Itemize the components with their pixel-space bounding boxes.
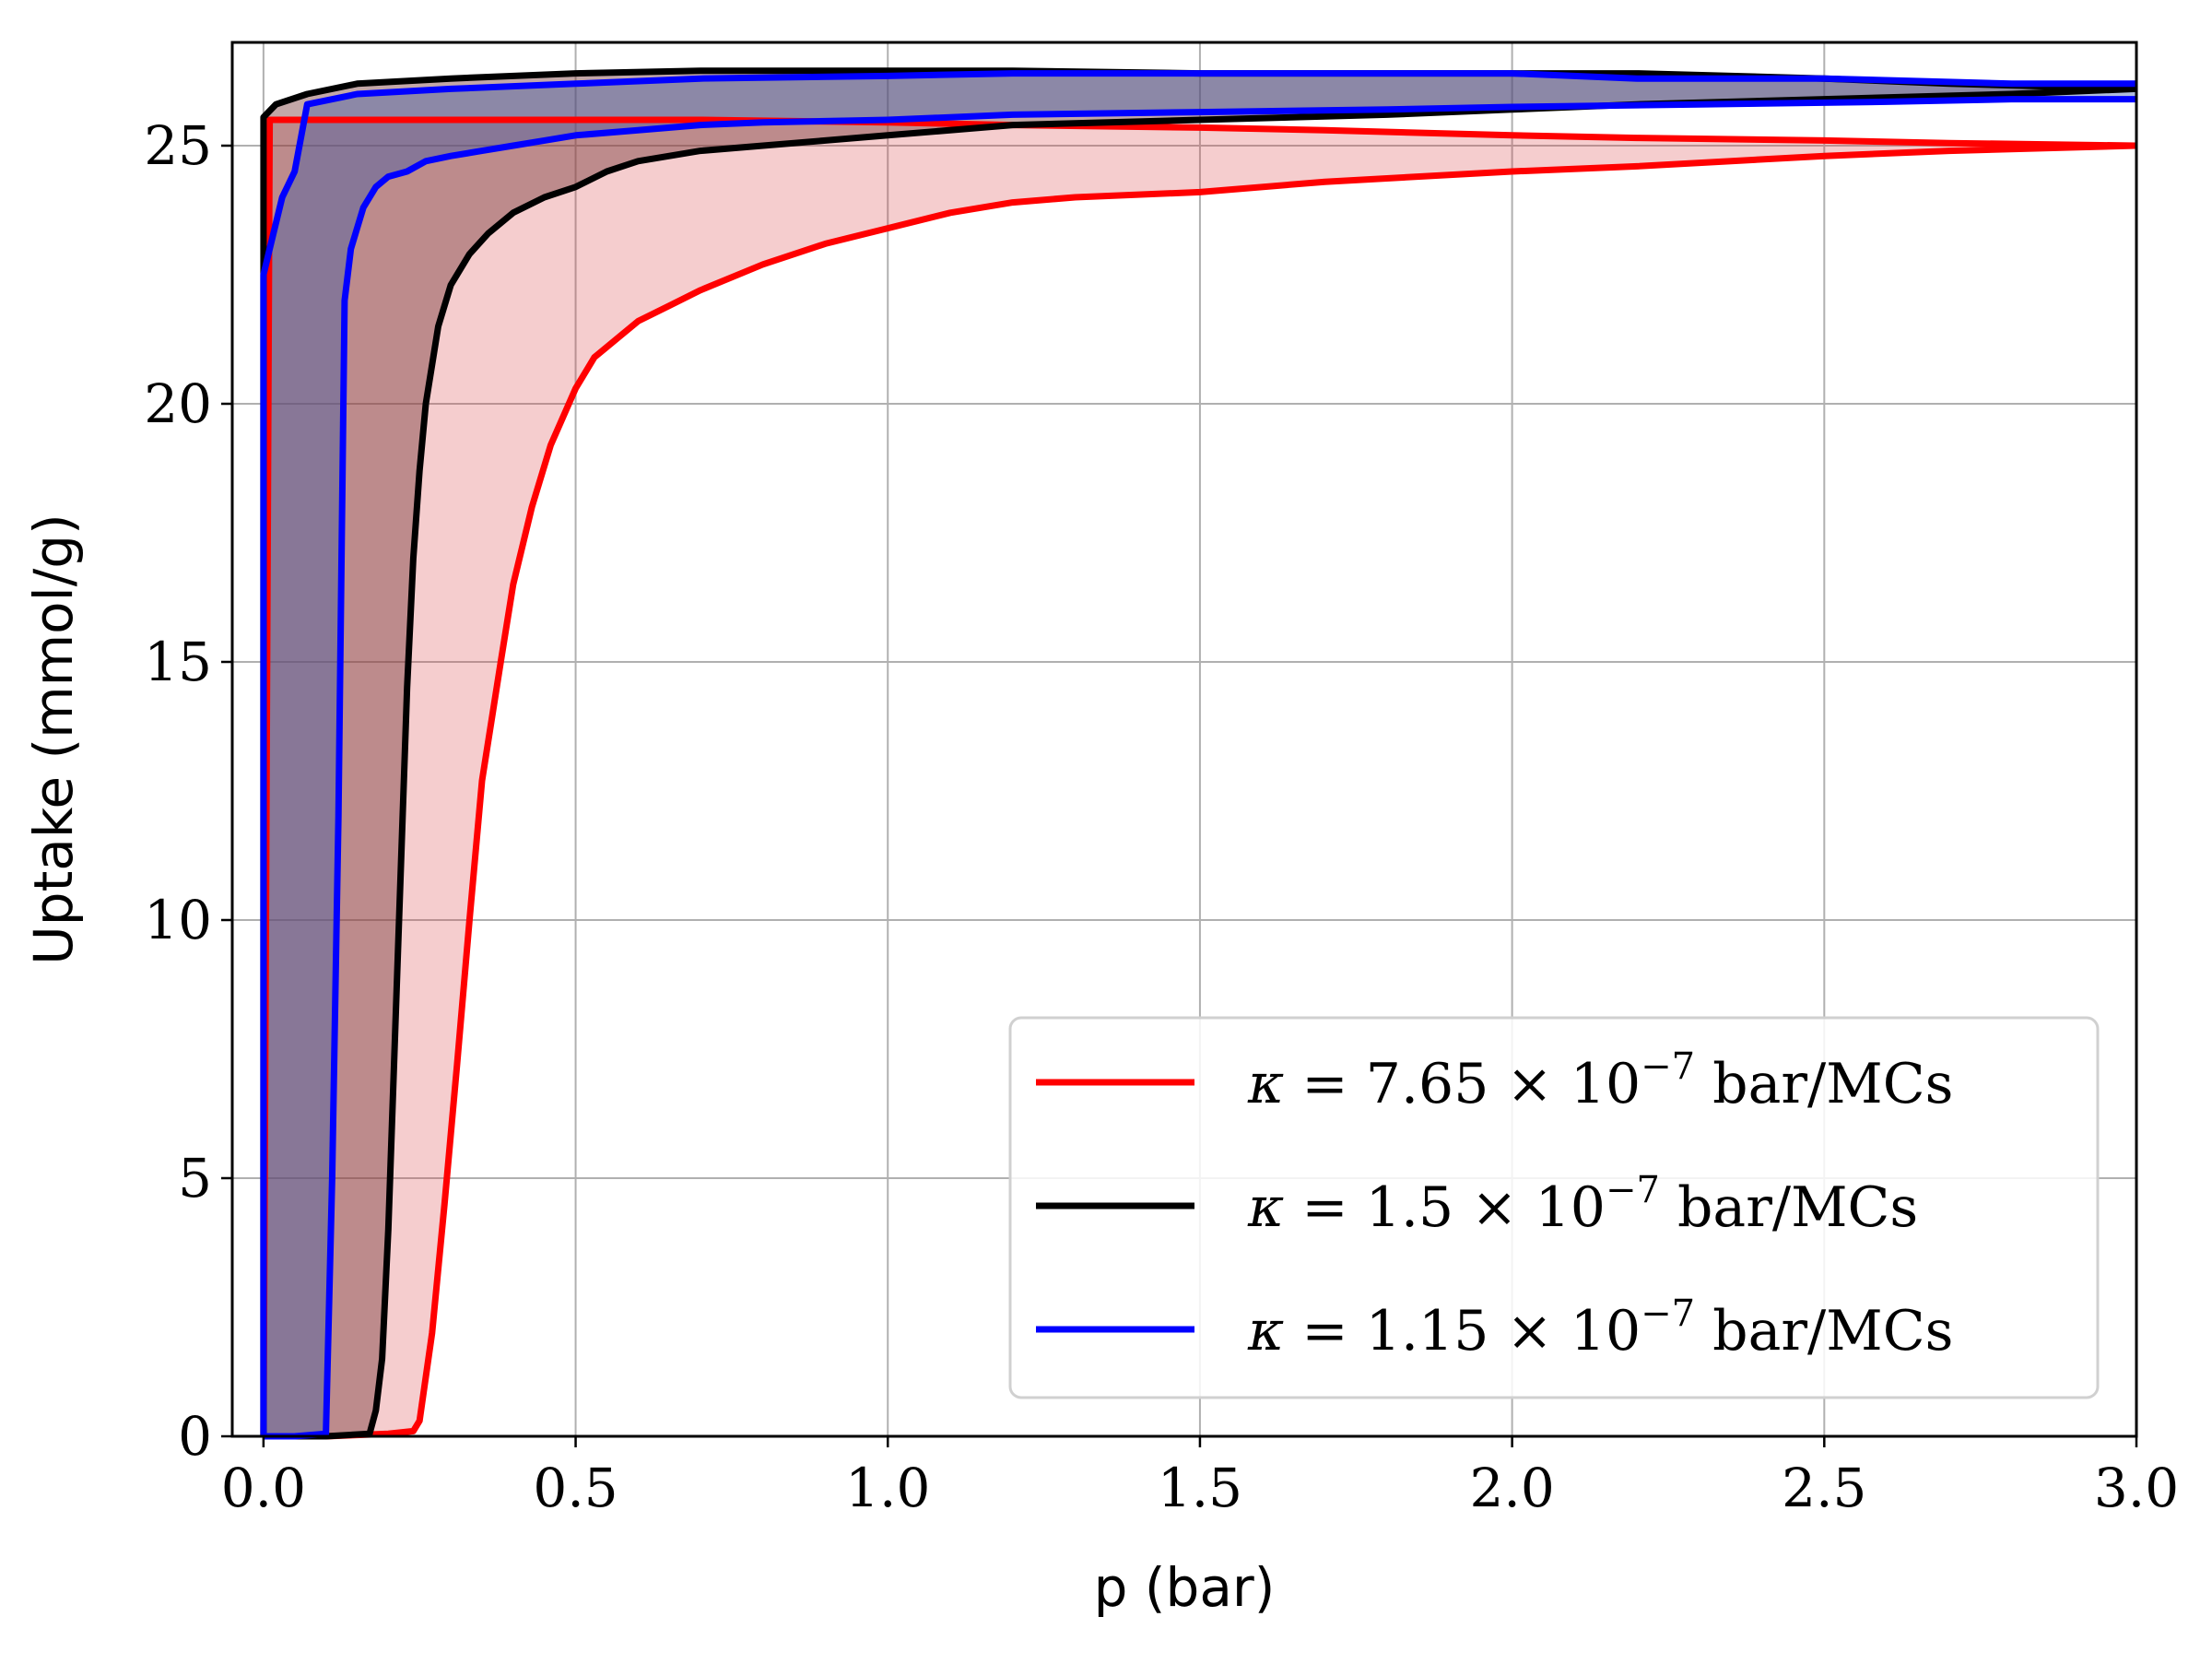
x-tick-label: 0.0 [221, 1457, 306, 1519]
x-tick-label: 2.5 [1782, 1457, 1866, 1519]
y-axis-title: Uptake (mmol/g) [22, 513, 85, 964]
series-3-adsorption-line [263, 96, 2136, 1440]
legend-label: κ = 1.5 × 10−7 bar/MCs [1247, 1169, 1918, 1240]
axis-ticks: 0.0 0.5 1.0 1.5 2.0 2.5 3.0 0 5 10 15 20 25 [144, 114, 2179, 1519]
x-tick-label: 1.5 [1158, 1457, 1242, 1519]
legend-label: κ = 7.65 × 10−7 bar/MCs [1247, 1045, 1953, 1116]
y-tick-label: 20 [144, 372, 212, 435]
hysteresis-fills [263, 70, 2136, 1437]
y-tick-label: 0 [178, 1405, 212, 1468]
series-1-hysteresis-fill [263, 120, 2136, 1436]
y-tick-label: 10 [144, 889, 212, 951]
series-lines [260, 67, 2137, 1440]
series-1-adsorption-line [263, 142, 2137, 1440]
y-tick-label: 15 [144, 631, 212, 693]
y-tick-label: 5 [178, 1147, 212, 1210]
y-tick-label: 25 [144, 114, 212, 177]
legend-box [1008, 1016, 2100, 1399]
series-2-adsorption-line [263, 85, 2137, 1440]
legend-label: κ = 1.15 × 10−7 bar/MCs [1247, 1292, 1953, 1363]
x-tick-label: 1.0 [845, 1457, 930, 1519]
series-3-desorption-line [260, 70, 2136, 1436]
series-2-desorption-line [260, 67, 2137, 1436]
legend: κ = 7.65 × 10−7 bar/MCs κ = 1.5 × 10−7 ba… [1008, 1016, 2100, 1399]
x-tick-label: 3.0 [2094, 1457, 2179, 1519]
plot-frame [230, 41, 2138, 1438]
series-2-hysteresis-fill [263, 70, 2136, 1436]
x-tick-label: 0.5 [533, 1457, 618, 1519]
x-tick-label: 2.0 [1469, 1457, 1554, 1519]
x-axis-title: p (bar) [1094, 1556, 1276, 1619]
